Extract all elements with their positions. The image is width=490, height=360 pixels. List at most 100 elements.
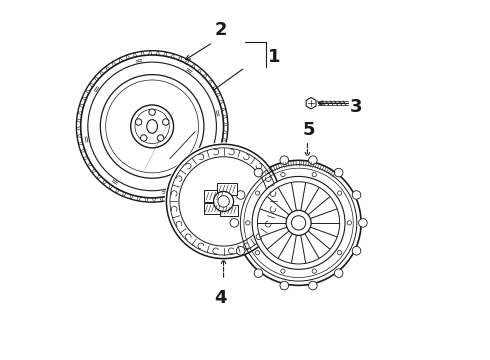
Polygon shape [79, 104, 85, 108]
Polygon shape [177, 56, 181, 62]
Polygon shape [217, 152, 222, 156]
Circle shape [334, 269, 343, 278]
Circle shape [163, 119, 169, 125]
Polygon shape [99, 71, 105, 76]
Circle shape [254, 269, 263, 278]
Text: 5: 5 [303, 121, 316, 139]
Circle shape [258, 182, 340, 264]
Circle shape [255, 251, 260, 255]
Polygon shape [80, 148, 86, 152]
Circle shape [245, 221, 250, 225]
Polygon shape [78, 141, 84, 145]
Polygon shape [87, 162, 93, 166]
Polygon shape [221, 138, 227, 141]
Polygon shape [215, 93, 221, 98]
Polygon shape [196, 68, 202, 74]
Circle shape [352, 247, 361, 255]
Polygon shape [119, 58, 123, 63]
Circle shape [218, 196, 229, 207]
Circle shape [131, 105, 173, 148]
Circle shape [75, 50, 229, 203]
FancyBboxPatch shape [204, 190, 225, 202]
Circle shape [141, 135, 147, 141]
Polygon shape [134, 53, 137, 58]
Text: 4: 4 [215, 289, 227, 307]
Circle shape [149, 109, 155, 115]
Circle shape [167, 144, 281, 258]
Circle shape [236, 247, 245, 255]
Circle shape [135, 119, 142, 125]
Polygon shape [207, 80, 213, 85]
Ellipse shape [147, 120, 157, 133]
Polygon shape [77, 134, 82, 138]
Polygon shape [202, 74, 207, 79]
Circle shape [281, 269, 285, 273]
Polygon shape [205, 171, 210, 176]
Polygon shape [130, 194, 134, 199]
Text: 2: 2 [215, 21, 227, 39]
Polygon shape [145, 197, 148, 202]
Circle shape [280, 281, 289, 290]
Polygon shape [90, 83, 95, 88]
Circle shape [236, 160, 361, 285]
Text: 3: 3 [350, 98, 362, 116]
Circle shape [359, 219, 367, 227]
Polygon shape [194, 181, 198, 187]
Circle shape [309, 156, 317, 165]
Polygon shape [171, 54, 174, 59]
Polygon shape [220, 145, 225, 148]
Circle shape [347, 221, 351, 225]
Polygon shape [109, 184, 114, 189]
Polygon shape [213, 158, 219, 163]
Circle shape [292, 216, 306, 230]
Polygon shape [76, 126, 81, 130]
Circle shape [179, 157, 268, 246]
Polygon shape [222, 115, 227, 119]
Polygon shape [92, 168, 97, 173]
Polygon shape [174, 193, 178, 198]
Circle shape [338, 251, 342, 255]
Circle shape [165, 143, 283, 260]
Polygon shape [306, 98, 316, 109]
Circle shape [338, 191, 342, 195]
Polygon shape [184, 60, 189, 65]
Polygon shape [112, 62, 117, 67]
Circle shape [255, 191, 260, 195]
FancyBboxPatch shape [217, 183, 237, 195]
Polygon shape [160, 196, 163, 202]
Circle shape [352, 191, 361, 199]
Polygon shape [181, 189, 185, 195]
Circle shape [236, 191, 245, 199]
Circle shape [280, 156, 289, 165]
Polygon shape [148, 51, 152, 56]
Polygon shape [218, 101, 223, 104]
Circle shape [81, 55, 223, 198]
Polygon shape [156, 51, 160, 56]
Circle shape [286, 210, 311, 235]
Polygon shape [84, 155, 89, 159]
Polygon shape [94, 77, 99, 82]
Polygon shape [122, 191, 127, 197]
Polygon shape [141, 51, 145, 57]
Circle shape [334, 168, 343, 177]
Polygon shape [199, 176, 205, 182]
Polygon shape [97, 174, 102, 179]
Polygon shape [167, 195, 171, 200]
Polygon shape [126, 55, 130, 60]
Circle shape [312, 269, 317, 273]
Polygon shape [212, 86, 217, 91]
Polygon shape [191, 64, 196, 69]
Polygon shape [77, 112, 83, 115]
Circle shape [157, 135, 164, 141]
Polygon shape [76, 119, 82, 123]
Polygon shape [152, 197, 156, 202]
Circle shape [100, 75, 204, 178]
Text: 1: 1 [268, 48, 281, 66]
Polygon shape [222, 130, 228, 134]
Circle shape [309, 281, 317, 290]
Polygon shape [223, 123, 228, 126]
Polygon shape [85, 90, 91, 94]
Polygon shape [188, 186, 192, 191]
FancyBboxPatch shape [220, 205, 238, 216]
Circle shape [231, 155, 367, 291]
